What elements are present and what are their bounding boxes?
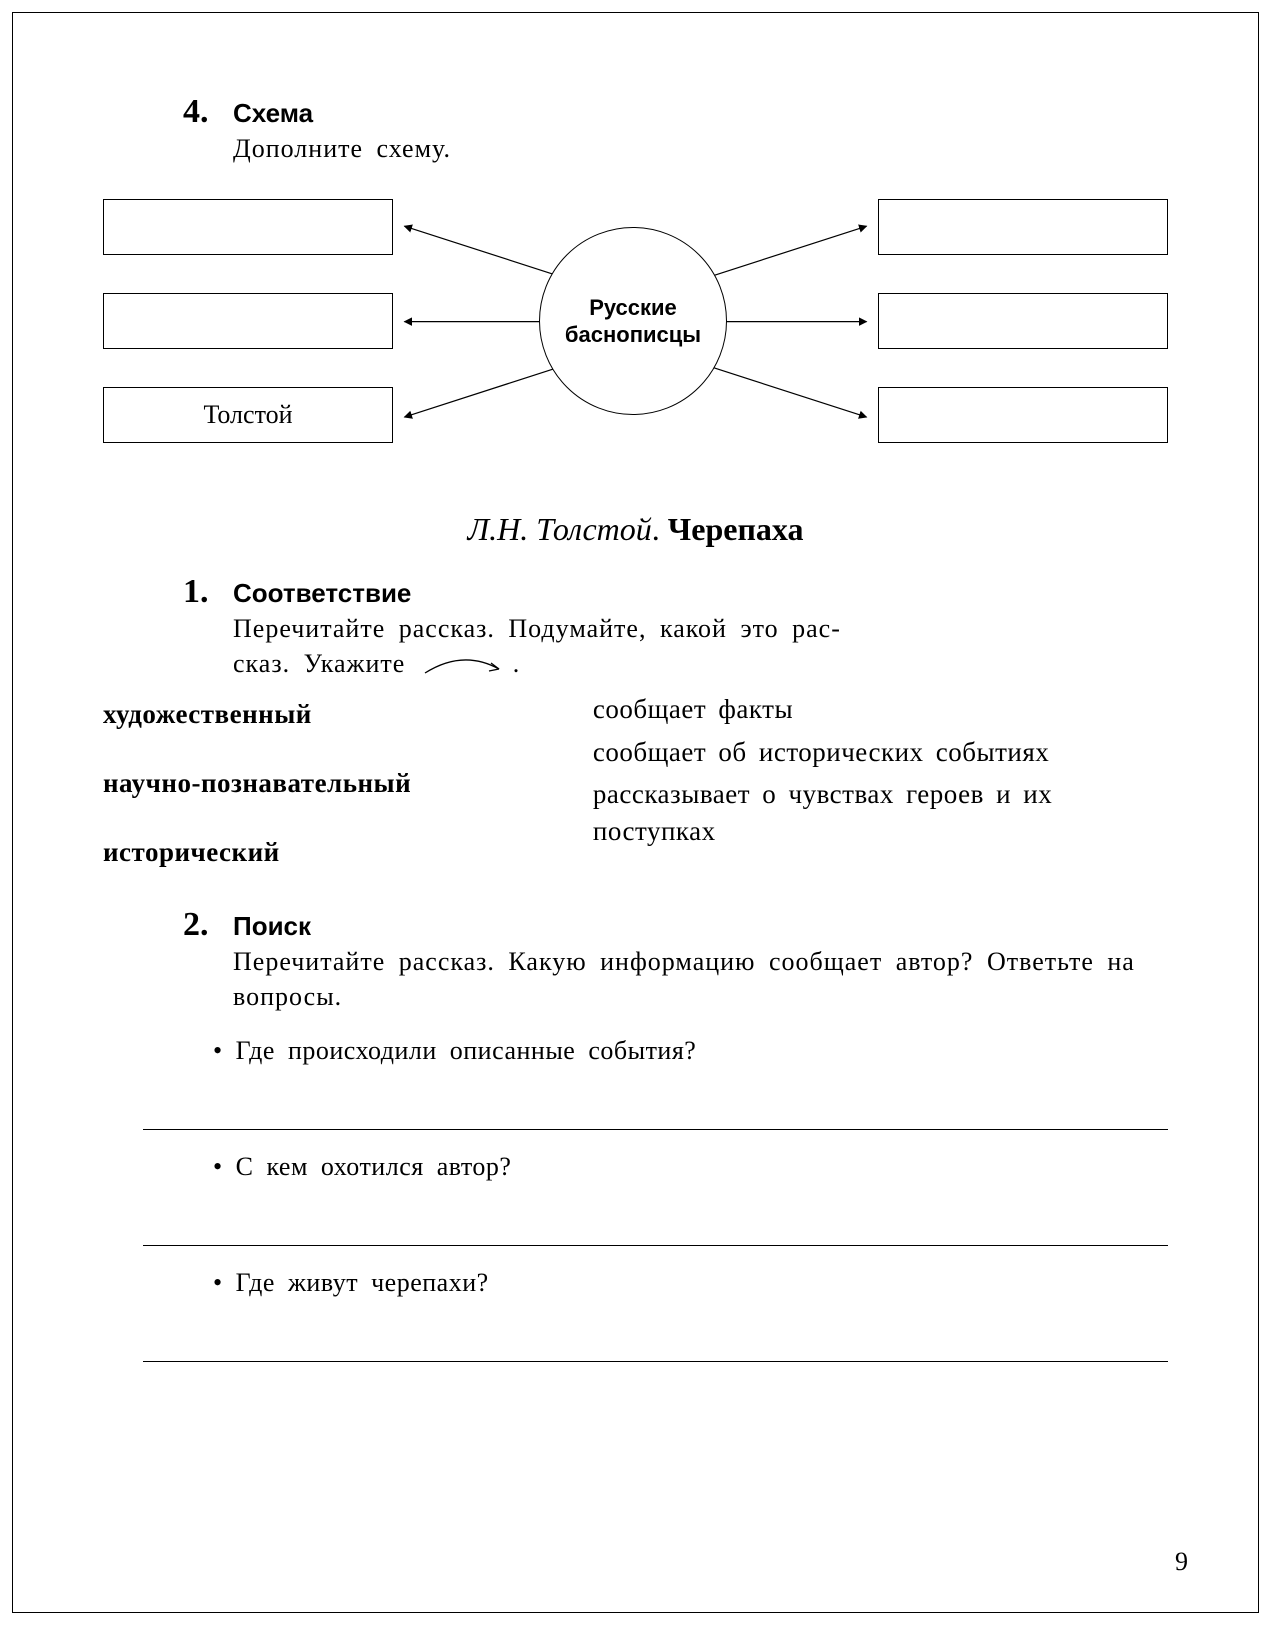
answer-line-1[interactable]	[143, 1182, 1168, 1246]
question-1: • С кем охотился автор?	[213, 1152, 1168, 1182]
diagram-center-line2: баснописцы	[565, 321, 701, 349]
match-right-1[interactable]: сообщает об исторических событиях	[593, 734, 1168, 770]
task2-instruction: Перечитайте рассказ. Какую информацию со…	[233, 944, 1168, 1014]
task1-instruction-a: Перечитайте рассказ. Подумайте, какой эт…	[233, 614, 841, 643]
match-left-2[interactable]: исторический	[103, 837, 593, 868]
task4-instruction: Дополните схему.	[233, 131, 1168, 166]
task4-head: 4. Схема	[183, 93, 1168, 131]
task4-title: Схема	[233, 98, 313, 129]
diagram-box-r2[interactable]	[878, 293, 1168, 349]
page-border: 4. Схема Дополните схему. Толстой	[12, 12, 1259, 1613]
task1-number: 1.	[183, 573, 213, 611]
diagram-center-line1: Русские	[589, 294, 677, 322]
task4: 4. Схема Дополните схему.	[183, 93, 1168, 166]
diagram-box-l2[interactable]	[103, 293, 393, 349]
page-number: 9	[1175, 1547, 1188, 1577]
task2: 2. Поиск Перечитайте рассказ. Какую инфо…	[183, 906, 1168, 1014]
task1-instruction: Перечитайте рассказ. Подумайте, какой эт…	[233, 611, 1168, 681]
diagram-box-l1[interactable]	[103, 199, 393, 255]
answer-line-2[interactable]	[143, 1298, 1168, 1362]
match-left-0[interactable]: художественный	[103, 699, 593, 730]
question-2: • Где живут черепахи?	[213, 1268, 1168, 1298]
answer-line-0[interactable]	[143, 1066, 1168, 1130]
task1-head: 1. Соответствие	[183, 573, 1168, 611]
task1: 1. Соответствие Перечитайте рассказ. Под…	[183, 573, 1168, 681]
section-header: Л.Н. Толстой. Черепаха	[103, 511, 1168, 548]
match-left-col: художественный научно-познавательный ист…	[103, 691, 593, 876]
question-0: • Где происходили описанные события?	[213, 1036, 1168, 1066]
diagram-box-r1[interactable]	[878, 199, 1168, 255]
question-2-text: Где живут черепахи?	[236, 1268, 489, 1297]
task4-number: 4.	[183, 93, 213, 131]
period: .	[513, 649, 521, 678]
match-right-0[interactable]: сообщает факты	[593, 691, 1168, 727]
task1-title: Соответствие	[233, 578, 411, 609]
diagram-center: Русские баснописцы	[539, 227, 727, 415]
section-author: Л.Н. Толстой	[468, 511, 652, 547]
diagram-box-r3[interactable]	[878, 387, 1168, 443]
diagram-box-l3[interactable]: Толстой	[103, 387, 393, 443]
match-left-1[interactable]: научно-познавательный	[103, 768, 593, 799]
task2-number: 2.	[183, 906, 213, 944]
match-right-col: сообщает факты сообщает об исторических …	[593, 691, 1168, 876]
task1-instruction-b: сказ. Укажите	[233, 649, 405, 678]
question-1-text: С кем охотился автор?	[236, 1152, 512, 1181]
matching-exercise[interactable]: художественный научно-познавательный ист…	[103, 691, 1168, 876]
curved-arrow-icon	[423, 655, 509, 677]
task2-head: 2. Поиск	[183, 906, 1168, 944]
task2-title: Поиск	[233, 911, 311, 942]
diagram: Толстой Русские баснописцы	[103, 191, 1168, 471]
match-right-2[interactable]: рассказывает о чувствах героев и их пост…	[593, 776, 1168, 849]
question-0-text: Где происходили описанные события?	[236, 1036, 697, 1065]
section-title: Черепаха	[668, 511, 804, 547]
